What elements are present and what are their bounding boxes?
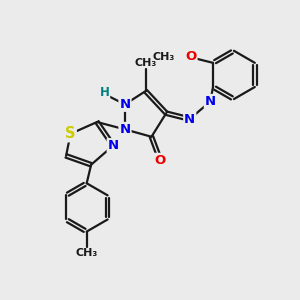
Text: H: H (99, 86, 109, 99)
Text: O: O (155, 154, 166, 167)
Text: N: N (119, 123, 130, 136)
Text: CH₃: CH₃ (134, 58, 157, 68)
Text: O: O (185, 50, 197, 64)
Text: N: N (184, 112, 195, 126)
Text: CH₃: CH₃ (152, 52, 175, 62)
Text: N: N (108, 139, 119, 152)
Text: N: N (205, 95, 216, 108)
Text: S: S (65, 126, 76, 141)
Text: CH₃: CH₃ (76, 248, 98, 258)
Text: N: N (119, 98, 130, 111)
